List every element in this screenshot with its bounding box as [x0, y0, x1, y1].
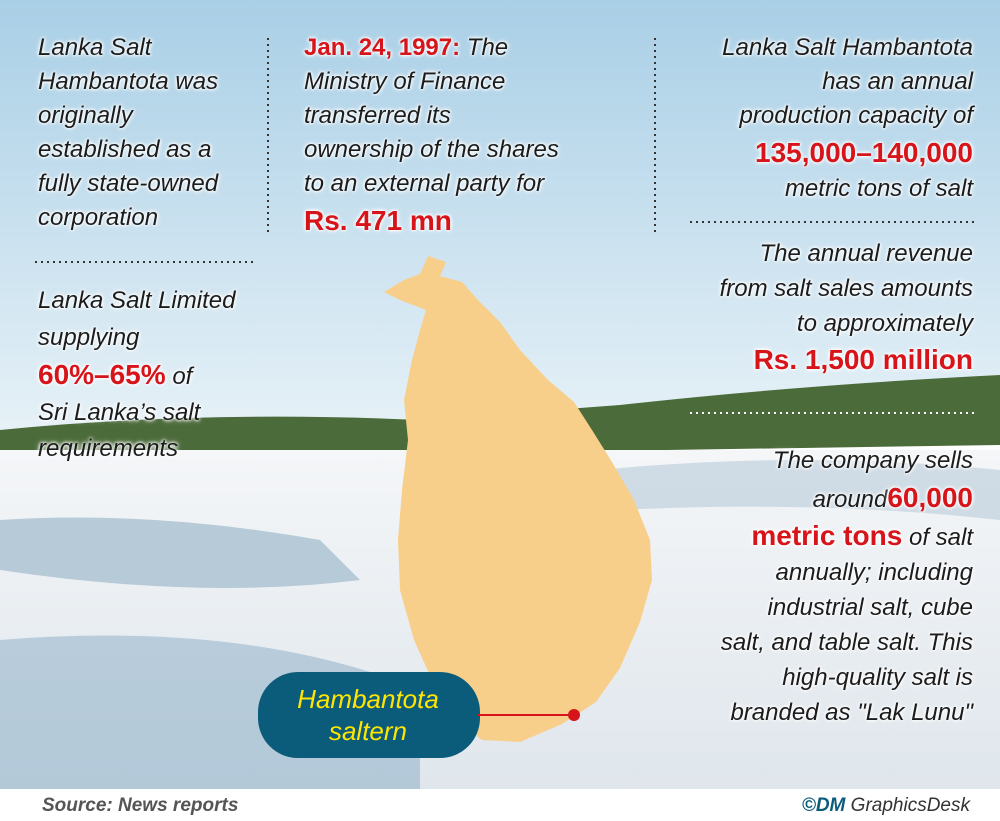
text-line: The company sells	[772, 447, 973, 474]
date: Jan. 24, 1997:	[304, 34, 461, 61]
text-line: Hambantota was	[38, 68, 219, 95]
text-line: to approximately	[796, 310, 973, 337]
text-line: metric tons of salt	[751, 520, 973, 554]
text-line: Lanka Salt	[38, 34, 152, 61]
text-line: from salt sales amounts	[719, 275, 973, 302]
map-label-pill	[258, 672, 480, 758]
text-line: Sri Lanka’s salt	[38, 399, 201, 426]
text-line: production capacity of	[739, 102, 973, 129]
highlight: Rs. 1,500 million	[753, 344, 973, 375]
text-line: Jan. 24, 1997: The	[304, 32, 508, 64]
text: The	[466, 34, 509, 61]
text-line: high-quality salt is	[782, 664, 973, 691]
text-line: established as a	[38, 136, 212, 163]
highlight: 135,000–140,000	[755, 137, 973, 168]
map-label: Hambantota	[297, 684, 439, 714]
text-line: Lanka Salt Hambantota	[722, 34, 973, 61]
text-line: originally	[38, 102, 133, 129]
highlight: Rs. 471 mn	[304, 205, 452, 236]
text-line: The annual revenue	[759, 240, 974, 267]
credit-desk: GraphicsDesk	[850, 795, 970, 816]
text-line: fully state-owned	[38, 170, 219, 197]
water	[0, 517, 360, 588]
map-label: saltern	[328, 716, 408, 746]
text-line: supplying	[38, 324, 140, 351]
text: of salt	[908, 524, 973, 551]
text-line: around60,000	[813, 482, 973, 516]
text-line: Ministry of Finance	[304, 68, 506, 95]
location-dot	[568, 709, 580, 721]
text-line: has an annual	[822, 68, 973, 95]
text-line: ownership of the shares	[304, 136, 559, 163]
source: Source: News reports	[42, 795, 239, 816]
text-line: corporation	[38, 204, 159, 231]
water	[600, 460, 1000, 520]
sri-lanka-map	[384, 256, 652, 742]
text-line: Lanka Salt Limited	[38, 287, 236, 314]
text-line: 60%–65% of	[38, 359, 192, 393]
footer-strip	[0, 789, 1000, 821]
credit: ©DM GraphicsDesk	[802, 795, 970, 817]
text-line: branded as "Lak Lunu"	[730, 699, 973, 726]
text-line: annually; including	[775, 559, 973, 586]
text-line: transferred its	[304, 102, 451, 129]
text-line: to an external party for	[304, 170, 545, 197]
credit-brand: ©DM	[801, 795, 846, 816]
text-line: metric tons of salt	[784, 175, 973, 202]
text-line: industrial salt, cube	[767, 594, 973, 621]
highlight: 60%–65%	[38, 359, 166, 390]
highlight: metric tons	[751, 520, 903, 551]
text: of	[172, 363, 193, 390]
text-line: salt, and table salt. This	[720, 629, 973, 656]
text-line: requirements	[38, 435, 179, 462]
text: around	[812, 486, 888, 513]
highlight: 60,000	[887, 482, 973, 513]
